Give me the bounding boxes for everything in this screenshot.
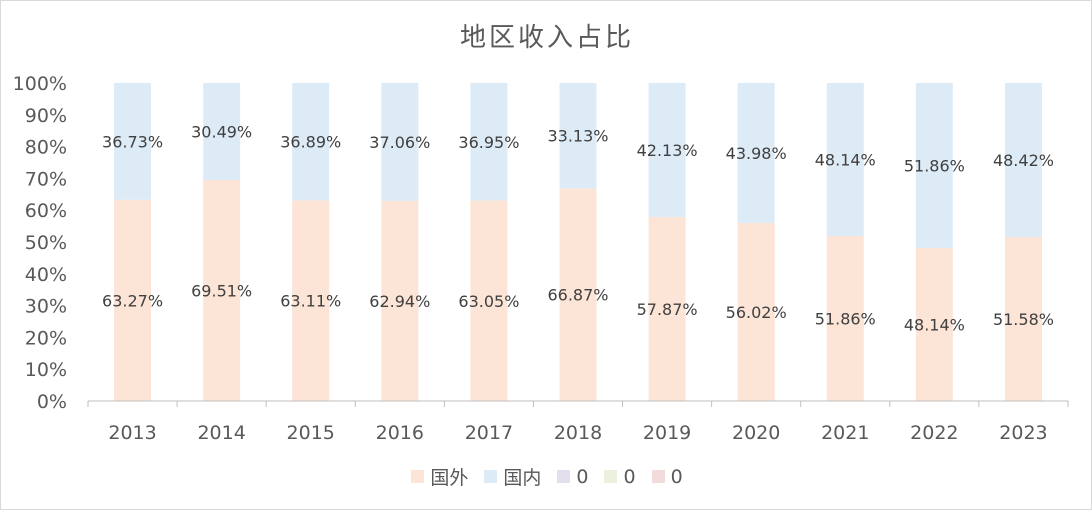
bar-domestic-2013 (114, 83, 152, 200)
data-label-foreign-2017: 63.05% (458, 292, 519, 311)
x-tick-label-2022: 2022 (910, 422, 958, 444)
x-tick-label-2021: 2021 (821, 422, 869, 444)
legend-item-extra-2: 0 (604, 465, 636, 488)
x-tick-label-2014: 2014 (197, 422, 245, 444)
data-label-domestic-2017: 36.95% (458, 133, 519, 152)
data-label-foreign-2015: 63.11% (280, 292, 341, 311)
data-label-foreign-2023: 51.58% (993, 310, 1054, 329)
bar-domestic-2015 (292, 83, 330, 201)
x-tick-label-2019: 2019 (643, 422, 691, 444)
y-tick-label: 10% (25, 359, 67, 381)
legend-swatch-extra-3 (651, 470, 665, 483)
x-tick-label-2013: 2013 (108, 422, 156, 444)
y-tick-label: 80% (25, 137, 67, 159)
legend-item-domestic: 国内 (484, 463, 541, 490)
data-label-domestic-2016: 37.06% (369, 133, 430, 152)
data-label-foreign-2022: 48.14% (904, 315, 965, 334)
legend-label-foreign: 国外 (430, 467, 469, 489)
x-tick-label-2020: 2020 (732, 422, 780, 444)
bar-domestic-2019 (648, 83, 686, 217)
legend-item-foreign: 国外 (411, 463, 468, 490)
legend-label-extra-2: 0 (623, 465, 636, 488)
data-label-domestic-2022: 51.86% (904, 156, 965, 175)
data-label-domestic-2021: 48.14% (815, 151, 876, 170)
data-label-foreign-2021: 51.86% (815, 310, 876, 329)
y-tick-label: 50% (25, 232, 67, 254)
y-tick-label: 60% (25, 200, 67, 222)
bar-domestic-2018 (559, 83, 597, 189)
data-label-domestic-2015: 36.89% (280, 133, 341, 152)
data-label-domestic-2019: 42.13% (637, 141, 698, 160)
chart-title: 地区收入占比 (459, 23, 634, 53)
bar-foreign-2017 (470, 200, 508, 401)
bar-domestic-2014 (203, 83, 241, 180)
bar-foreign-2014 (203, 179, 241, 401)
data-label-foreign-2019: 57.87% (637, 300, 698, 319)
bar-foreign-2015 (292, 200, 330, 401)
y-tick-label: 90% (25, 105, 67, 127)
legend-label-domestic: 国内 (503, 467, 542, 489)
data-label-foreign-2016: 62.94% (369, 292, 430, 311)
legend-item-extra-3: 0 (651, 465, 683, 488)
bar-foreign-2022 (915, 247, 953, 401)
y-tick-label: 20% (25, 327, 67, 349)
legend-item-extra-1: 0 (557, 466, 588, 488)
data-label-foreign-2018: 66.87% (547, 286, 608, 305)
data-label-domestic-2014: 30.49% (191, 122, 252, 141)
data-label-foreign-2013: 63.27% (102, 291, 163, 310)
data-label-domestic-2018: 33.13% (547, 127, 608, 146)
y-tick-label: 40% (25, 264, 67, 286)
data-label-domestic-2023: 48.42% (993, 151, 1054, 170)
bar-domestic-2020 (737, 83, 775, 223)
bar-domestic-2016 (381, 83, 419, 201)
y-tick-label: 0% (37, 391, 67, 413)
data-label-foreign-2014: 69.51% (191, 281, 252, 300)
x-tick-label-2018: 2018 (554, 422, 602, 444)
bar-foreign-2023 (1004, 236, 1042, 401)
legend-label-extra-3: 0 (670, 465, 683, 488)
legend-swatch-extra-2 (604, 470, 618, 483)
bar-domestic-2017 (470, 83, 508, 201)
x-tick-label-2015: 2015 (287, 422, 335, 444)
bar-foreign-2018 (559, 188, 597, 401)
y-tick-label: 100% (13, 73, 67, 95)
legend-swatch-foreign (411, 470, 425, 483)
bars-layer (114, 83, 1042, 401)
legend-swatch-extra-1 (557, 470, 571, 483)
x-tick-label-2017: 2017 (465, 422, 513, 444)
bar-domestic-2023 (1004, 83, 1042, 237)
legend-swatch-domestic (484, 470, 498, 483)
x-tick-label-2023: 2023 (999, 422, 1047, 444)
bar-foreign-2013 (114, 199, 152, 401)
data-label-domestic-2020: 43.98% (726, 144, 787, 163)
legend-label-extra-1: 0 (576, 465, 589, 488)
bar-foreign-2016 (381, 200, 419, 401)
bar-foreign-2021 (826, 236, 864, 401)
bar-domestic-2021 (826, 83, 864, 237)
bar-foreign-2019 (648, 216, 686, 401)
y-tick-label: 30% (25, 296, 67, 318)
axes-layer: 2013 2014 2015 2016 2017 2018 2019 2020 2021 2022… (13, 73, 1069, 444)
bar-domestic-2022 (915, 83, 953, 248)
chart-legend: 国外 国内 0 0 0 (1, 463, 1092, 490)
x-tick-label-2016: 2016 (376, 422, 424, 444)
y-tick-label: 70% (25, 168, 67, 190)
data-label-foreign-2020: 56.02% (726, 303, 787, 322)
bar-foreign-2020 (737, 222, 775, 401)
data-label-domestic-2013: 36.73% (102, 132, 163, 151)
data-labels-layer: 63.27% 36.73% 69.51% 30.49% 63.11% 36.89% 62.9… (102, 122, 1054, 334)
